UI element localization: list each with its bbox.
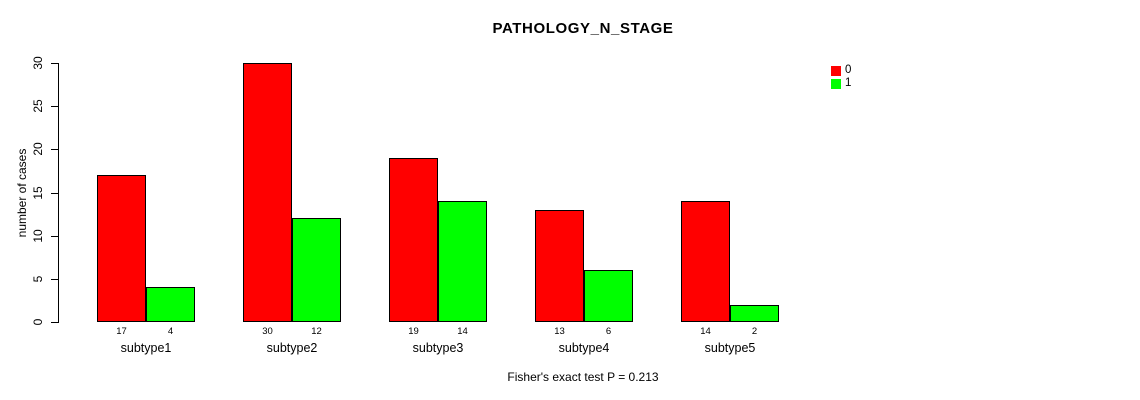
y-tick (51, 235, 58, 237)
chart-title: PATHOLOGY_N_STAGE (492, 20, 674, 37)
y-tick-label: 10 (31, 228, 45, 243)
bar-series-0-subtype2 (243, 63, 292, 322)
stat-test-annotation: Fisher's exact test P = 0.213 (507, 370, 659, 384)
bar-series-0-subtype3 (389, 157, 438, 322)
bar-value-label: 17 (116, 326, 127, 337)
bar-series-1-subtype1 (146, 287, 195, 322)
bar-series-1-subtype4 (584, 270, 633, 322)
legend-entry-0: 0 (831, 65, 851, 77)
bar-value-label: 14 (457, 326, 468, 337)
legend-label: 0 (845, 64, 852, 77)
bar-value-label: 30 (262, 326, 273, 337)
y-tick (51, 322, 58, 323)
y-tick (51, 63, 58, 64)
y-axis-label: number of cases (15, 148, 29, 238)
bar-series-0-subtype5 (681, 201, 730, 322)
y-tick-label: 25 (31, 99, 45, 113)
bar-series-0-subtype4 (535, 209, 584, 322)
bar-series-1-subtype3 (438, 201, 487, 322)
y-tick-label: 15 (31, 185, 45, 200)
bar-value-label: 14 (700, 326, 711, 337)
legend-label: 1 (845, 77, 852, 90)
bar-value-label: 19 (408, 326, 419, 337)
legend-entry-1: 1 (831, 78, 851, 90)
bar-value-label: 13 (554, 326, 565, 337)
x-category-label: subtype4 (558, 341, 610, 355)
y-tick-label: 0 (31, 318, 45, 326)
bar-value-label: 12 (311, 326, 322, 337)
x-category-label: subtype2 (266, 341, 318, 355)
y-tick (51, 149, 58, 151)
legend-swatch-0 (831, 66, 841, 76)
y-tick-label: 5 (31, 275, 45, 283)
y-tick (51, 106, 58, 108)
bar-value-label: 6 (605, 326, 612, 337)
y-tick (51, 278, 58, 280)
bar-value-label: 2 (751, 326, 758, 337)
bar-value-label: 4 (167, 326, 174, 337)
bar-series-1-subtype2 (292, 218, 341, 322)
bar-series-0-subtype1 (97, 175, 146, 322)
y-tick (51, 192, 58, 194)
bar-series-1-subtype5 (730, 304, 779, 322)
legend-swatch-1 (831, 79, 841, 89)
y-tick-label: 30 (31, 56, 45, 70)
y-axis-line (58, 63, 59, 323)
x-category-label: subtype3 (412, 341, 464, 355)
y-tick-label: 20 (31, 142, 45, 157)
x-category-label: subtype1 (120, 341, 172, 355)
x-category-label: subtype5 (704, 341, 756, 355)
